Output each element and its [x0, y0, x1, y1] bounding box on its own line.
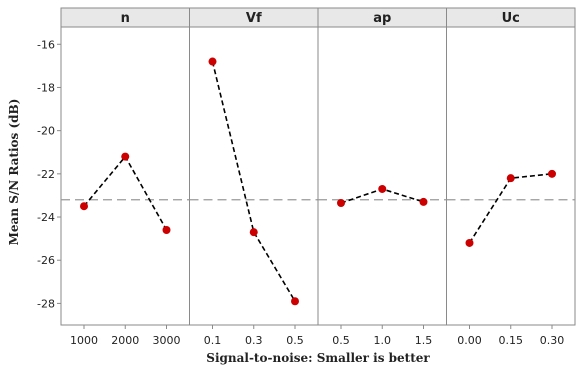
panel-title: Uc	[502, 11, 520, 26]
y-tick-label: -22	[37, 168, 55, 181]
x-tick-label: 0.15	[499, 334, 524, 347]
data-point	[208, 57, 217, 66]
x-axis-caption: Signal-to-noise: Smaller is better	[206, 351, 430, 365]
y-tick-label: -26	[37, 254, 55, 267]
x-tick-label: 0.5	[332, 334, 350, 347]
panel-frame	[189, 26, 319, 326]
data-point	[249, 228, 258, 237]
data-point	[378, 184, 387, 193]
x-tick-label: 1.0	[374, 334, 392, 347]
y-axis: -16 -18 -20 -22 -24 -26 -28	[37, 38, 61, 310]
x-tick-label: 1.5	[415, 334, 433, 347]
data-point	[419, 197, 428, 206]
panels-layer: n 1000 2000 3000 Vf 0.1 0.3 0.5 ap 0.5 1.0 1.5 Uc 0.0…	[60, 7, 576, 347]
x-tick-label: 1000	[70, 334, 98, 347]
panel-title: Vf	[246, 11, 262, 26]
data-point	[548, 169, 556, 178]
panel-title: ap	[373, 11, 391, 26]
data-point	[465, 238, 474, 247]
y-tick-label: -20	[37, 125, 55, 138]
x-tick-label: 3000	[153, 334, 181, 347]
panel-ap: ap 0.5 1.0 1.5	[317, 7, 447, 347]
x-tick-label: 2000	[111, 334, 139, 347]
x-tick-label: 0.5	[286, 334, 304, 347]
y-tick-label: -16	[37, 38, 55, 51]
data-point	[337, 198, 345, 207]
panel-vf: Vf 0.1 0.3 0.5	[189, 7, 319, 347]
series-line	[468, 173, 553, 244]
x-tick-label: 0.3	[245, 334, 263, 347]
series-line	[83, 155, 168, 231]
y-tick-label: -24	[37, 211, 55, 224]
data-point	[162, 225, 171, 234]
panel-frame	[60, 26, 190, 326]
y-axis-label: Mean S/N Ratios (dB)	[7, 99, 21, 246]
data-point	[291, 297, 299, 306]
data-point	[121, 152, 130, 161]
panel-frame	[317, 26, 447, 326]
y-tick-label: -18	[37, 81, 55, 94]
data-point	[506, 174, 515, 183]
x-tick-label: 0.1	[204, 334, 222, 347]
panel-title: n	[121, 11, 130, 26]
y-tick-label: -28	[37, 297, 55, 310]
panel-uc: Uc 0.00 0.15 0.30	[446, 7, 576, 347]
x-tick-label: 0.00	[457, 334, 482, 347]
data-point	[80, 202, 88, 211]
x-tick-label: 0.30	[540, 334, 565, 347]
panel-n: n 1000 2000 3000	[60, 7, 190, 347]
series-line	[211, 61, 296, 302]
